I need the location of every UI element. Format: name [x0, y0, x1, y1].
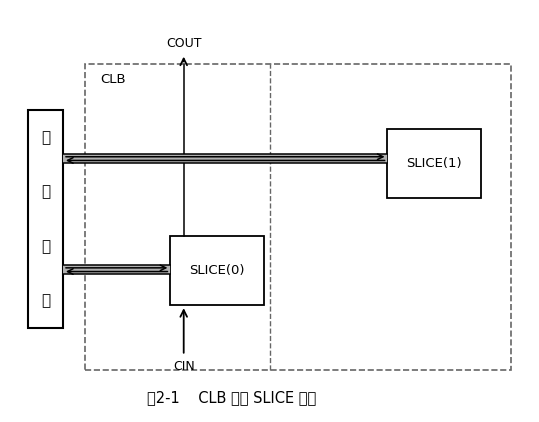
Text: 阵: 阵 — [41, 294, 50, 308]
Text: COUT: COUT — [166, 37, 202, 50]
Bar — [63, 265, 170, 274]
Text: SLICE(0): SLICE(0) — [190, 264, 245, 277]
Text: SLICE(1): SLICE(1) — [406, 157, 462, 170]
Text: 矩: 矩 — [41, 239, 50, 254]
Bar — [170, 236, 264, 306]
Bar — [63, 154, 388, 163]
Bar — [28, 111, 63, 328]
Text: CLB: CLB — [101, 73, 126, 86]
Text: 交: 交 — [41, 130, 50, 145]
Text: 换: 换 — [41, 185, 50, 200]
Bar — [388, 129, 481, 198]
Text: 图2-1    CLB 里的 SLICE 排列: 图2-1 CLB 里的 SLICE 排列 — [147, 390, 316, 405]
Text: CIN: CIN — [173, 360, 195, 373]
Bar — [85, 64, 511, 370]
